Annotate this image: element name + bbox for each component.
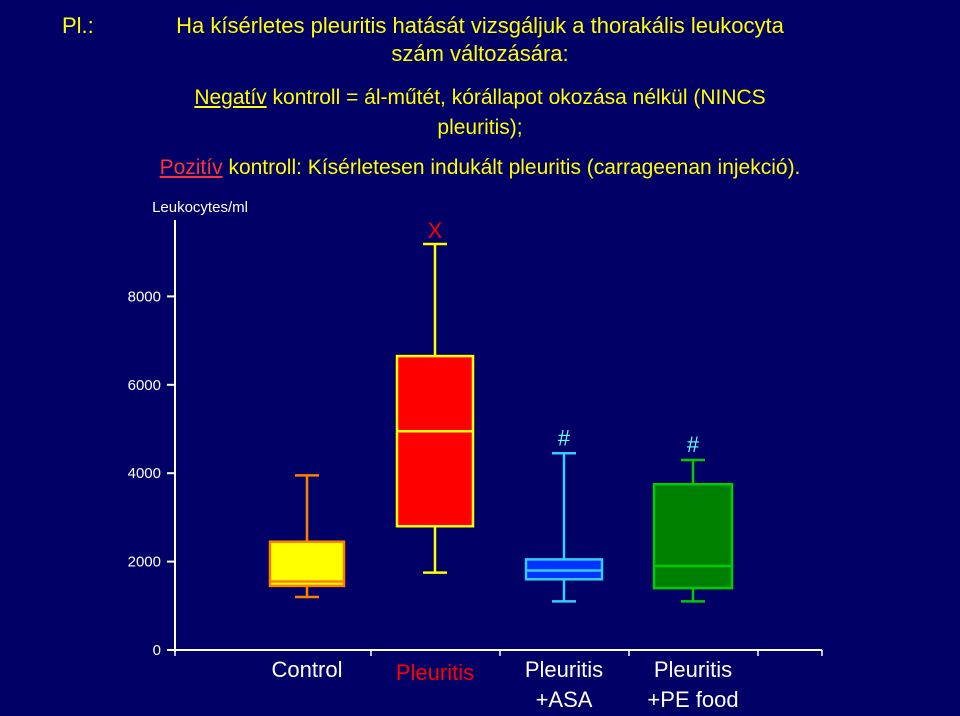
box-iqr xyxy=(395,354,475,528)
y-axis-label: Leukocytes/ml xyxy=(152,199,248,216)
title-line-1: Ha kísérletes pleuritis hatását vizsgálj… xyxy=(176,13,784,38)
y-tick-label: 0 xyxy=(153,642,161,659)
slide-title: Pl.: Ha kísérletes pleuritis hatását viz… xyxy=(20,12,940,68)
y-tick-label: 6000 xyxy=(128,377,161,394)
significance-marker: X xyxy=(428,218,443,243)
box-iqr xyxy=(652,483,734,590)
title-line-2: szám változására: xyxy=(391,41,569,66)
y-tick-label: 2000 xyxy=(128,554,161,571)
title-prefix: Pl.: xyxy=(62,13,94,38)
x-category-label: Pleuritis xyxy=(654,657,732,682)
x-category-label: Pleuritis xyxy=(525,657,603,682)
x-category-label: Control xyxy=(272,657,343,682)
significance-marker: # xyxy=(687,432,700,457)
positive-control-line: Pozitív kontroll: Kísérletesen indukált … xyxy=(10,154,950,182)
negative-control-line: Negatív kontroll = ál-műtét, kórállapot … xyxy=(10,84,950,112)
negative-text: kontroll = ál-műtét, kórállapot okozása … xyxy=(266,86,766,109)
x-category-label: +ASA xyxy=(536,687,593,712)
positive-word: Pozitív xyxy=(159,156,223,179)
x-category-label: +PE food xyxy=(647,687,738,712)
positive-text: kontroll: Kísérletesen indukált pleuriti… xyxy=(222,156,801,179)
significance-marker: # xyxy=(558,425,571,450)
x-category-label: Pleuritis xyxy=(396,660,474,685)
box-iqr xyxy=(268,540,346,588)
negative-text-2: pleuritis); xyxy=(437,116,523,139)
negative-control-line-2: pleuritis); xyxy=(10,114,950,142)
y-tick-label: 8000 xyxy=(128,288,161,305)
negative-word: Negatív xyxy=(194,86,267,109)
y-tick-label: 4000 xyxy=(128,465,161,482)
